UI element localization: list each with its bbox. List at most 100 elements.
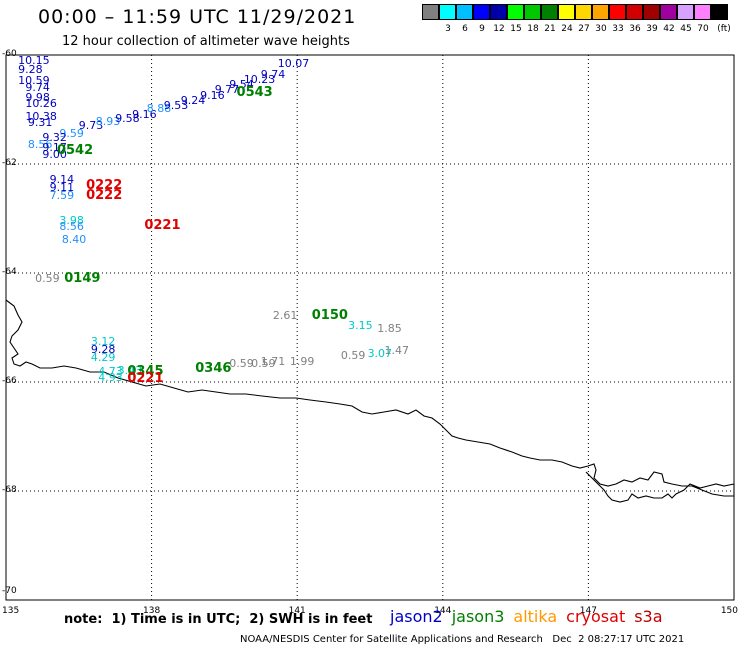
latitude-label: -60 xyxy=(2,49,17,59)
longitude-label: 144 xyxy=(434,606,452,616)
satellite-legend: jason2 jason3 altika cryosat s3a xyxy=(390,607,672,626)
wave-height-value: 9.11 xyxy=(49,180,75,194)
scale-swatch xyxy=(660,4,677,20)
wave-height-value: 3.43 xyxy=(117,364,143,377)
credit-line: NOAA/NESDIS Center for Satellite Applica… xyxy=(240,634,685,645)
wave-height-value: 9.17 xyxy=(42,140,67,154)
pass-time-label: 0222 xyxy=(86,187,123,203)
wave-height-value: 9.53 xyxy=(163,98,189,112)
wave-height-value: 4.93 xyxy=(98,371,123,385)
scale-swatch xyxy=(524,4,541,20)
wave-height-value: 4.73 xyxy=(98,365,123,379)
wave-height-value: 9.74 xyxy=(260,67,286,81)
wave-height-value: 9.24 xyxy=(180,94,206,108)
scale-swatch xyxy=(490,4,507,20)
scale-label: 30 xyxy=(595,24,607,34)
scale-label: 70 xyxy=(697,24,709,34)
wave-height-value: 4.29 xyxy=(90,351,116,365)
scale-label: 21 xyxy=(544,24,556,34)
longitude-label: 150 xyxy=(720,606,738,616)
scale-label: 27 xyxy=(578,24,590,34)
scale-label: 45 xyxy=(680,24,692,34)
scale-swatch xyxy=(592,4,609,20)
map-frame xyxy=(5,54,735,601)
wave-height-value: 8.56 xyxy=(59,220,84,234)
scale-label: 24 xyxy=(561,24,573,34)
scale-swatch xyxy=(643,4,660,20)
wave-height-value: 9.00 xyxy=(42,148,67,162)
antarctic-coastline xyxy=(5,299,735,503)
scale-label: 36 xyxy=(629,24,641,34)
wave-height-value: 9.31 xyxy=(27,116,53,130)
scale-label: 9 xyxy=(479,24,485,34)
wave-height-value: 9.28 xyxy=(90,343,116,357)
wave-height-value: 3.12 xyxy=(90,335,116,349)
pass-time-label: 0150 xyxy=(311,307,348,323)
wave-height-value: 1.47 xyxy=(384,344,410,358)
wave-height-value: 9.98 xyxy=(25,90,50,104)
legend-jason2: jason2 xyxy=(390,607,443,626)
scale-swatch xyxy=(677,4,694,20)
scale-swatch xyxy=(507,4,524,20)
scale-swatch xyxy=(626,4,643,20)
pass-time-label: 0345 xyxy=(127,364,164,380)
latitude-label: -62 xyxy=(2,158,17,168)
wave-height-value: 0.59 xyxy=(35,272,60,286)
page-title: 00:00 – 11:59 UTC 11/29/2021 xyxy=(38,6,357,28)
wave-height-value: 1.85 xyxy=(377,321,402,335)
scale-label: 6 xyxy=(462,24,468,34)
scale-swatch xyxy=(558,4,575,20)
wave-height-value: 0.59 xyxy=(340,349,366,363)
wave-height-value: 8.93 xyxy=(95,115,121,129)
latitude-label: -68 xyxy=(2,485,17,495)
wave-height-value: 9.14 xyxy=(49,172,75,186)
pass-time-label: 0346 xyxy=(195,360,232,376)
wave-height-value: 3.98 xyxy=(59,213,84,227)
longitude-label: 147 xyxy=(579,606,597,616)
pass-time-label: 0543 xyxy=(236,85,273,101)
legend-jason3: jason3 xyxy=(451,607,505,626)
wave-height-value: 1.99 xyxy=(289,354,315,368)
scale-swatch xyxy=(541,4,558,20)
wave-height-value: 9.16 xyxy=(200,89,225,103)
wave-height-value: 9.28 xyxy=(18,62,43,76)
wave-height-value: 9.32 xyxy=(42,130,67,144)
wave-height-value: 0.59 xyxy=(251,357,276,371)
wave-height-value: 7.59 xyxy=(49,189,75,203)
pass-time-label: 0221 xyxy=(127,371,164,387)
scale-swatch xyxy=(694,4,711,20)
wave-height-value: 2.61 xyxy=(272,308,298,322)
pass-time-label: 0149 xyxy=(64,271,101,287)
wave-height-value: 0.59 xyxy=(229,357,254,371)
wave-height-value: 10.38 xyxy=(25,110,57,124)
wave-height-value: 10.07 xyxy=(277,57,310,71)
page-subtitle: 12 hour collection of altimeter wave hei… xyxy=(62,34,350,49)
longitude-label: 141 xyxy=(288,606,306,616)
wave-height-value: 9.58 xyxy=(115,111,140,125)
wave-height-value: 10.26 xyxy=(25,96,57,110)
pass-time-label: 0221 xyxy=(144,218,181,234)
scale-swatch xyxy=(575,4,592,20)
footnote: note: 1) Time is in UTC; 2) SWH is in fe… xyxy=(64,612,373,627)
wave-height-value: 8.40 xyxy=(61,233,87,247)
scale-label: 33 xyxy=(612,24,624,34)
wave-height-value: 9.59 xyxy=(59,126,84,140)
latitude-label: -64 xyxy=(2,267,17,277)
wave-height-value: 8.88 xyxy=(146,102,172,116)
scale-label: 15 xyxy=(510,24,522,34)
wave-height-value: 9.73 xyxy=(78,119,104,133)
wave-height-value: 9.54 xyxy=(229,77,254,91)
scale-swatch xyxy=(711,4,728,20)
legend-s3a: s3a xyxy=(634,607,663,626)
legend-altika: altika xyxy=(513,607,558,626)
wave-height-value: 3.07 xyxy=(367,347,393,361)
scale-swatch xyxy=(456,4,473,20)
scale-swatch xyxy=(473,4,490,20)
wave-height-value: 10.23 xyxy=(243,72,276,86)
pass-time-label: 0542 xyxy=(56,143,94,159)
lat-lon-grid xyxy=(6,55,734,600)
legend-cryosat: cryosat xyxy=(566,607,626,626)
wave-height-value: 8.56 xyxy=(27,137,53,151)
scale-unit: (ft) xyxy=(717,24,731,34)
